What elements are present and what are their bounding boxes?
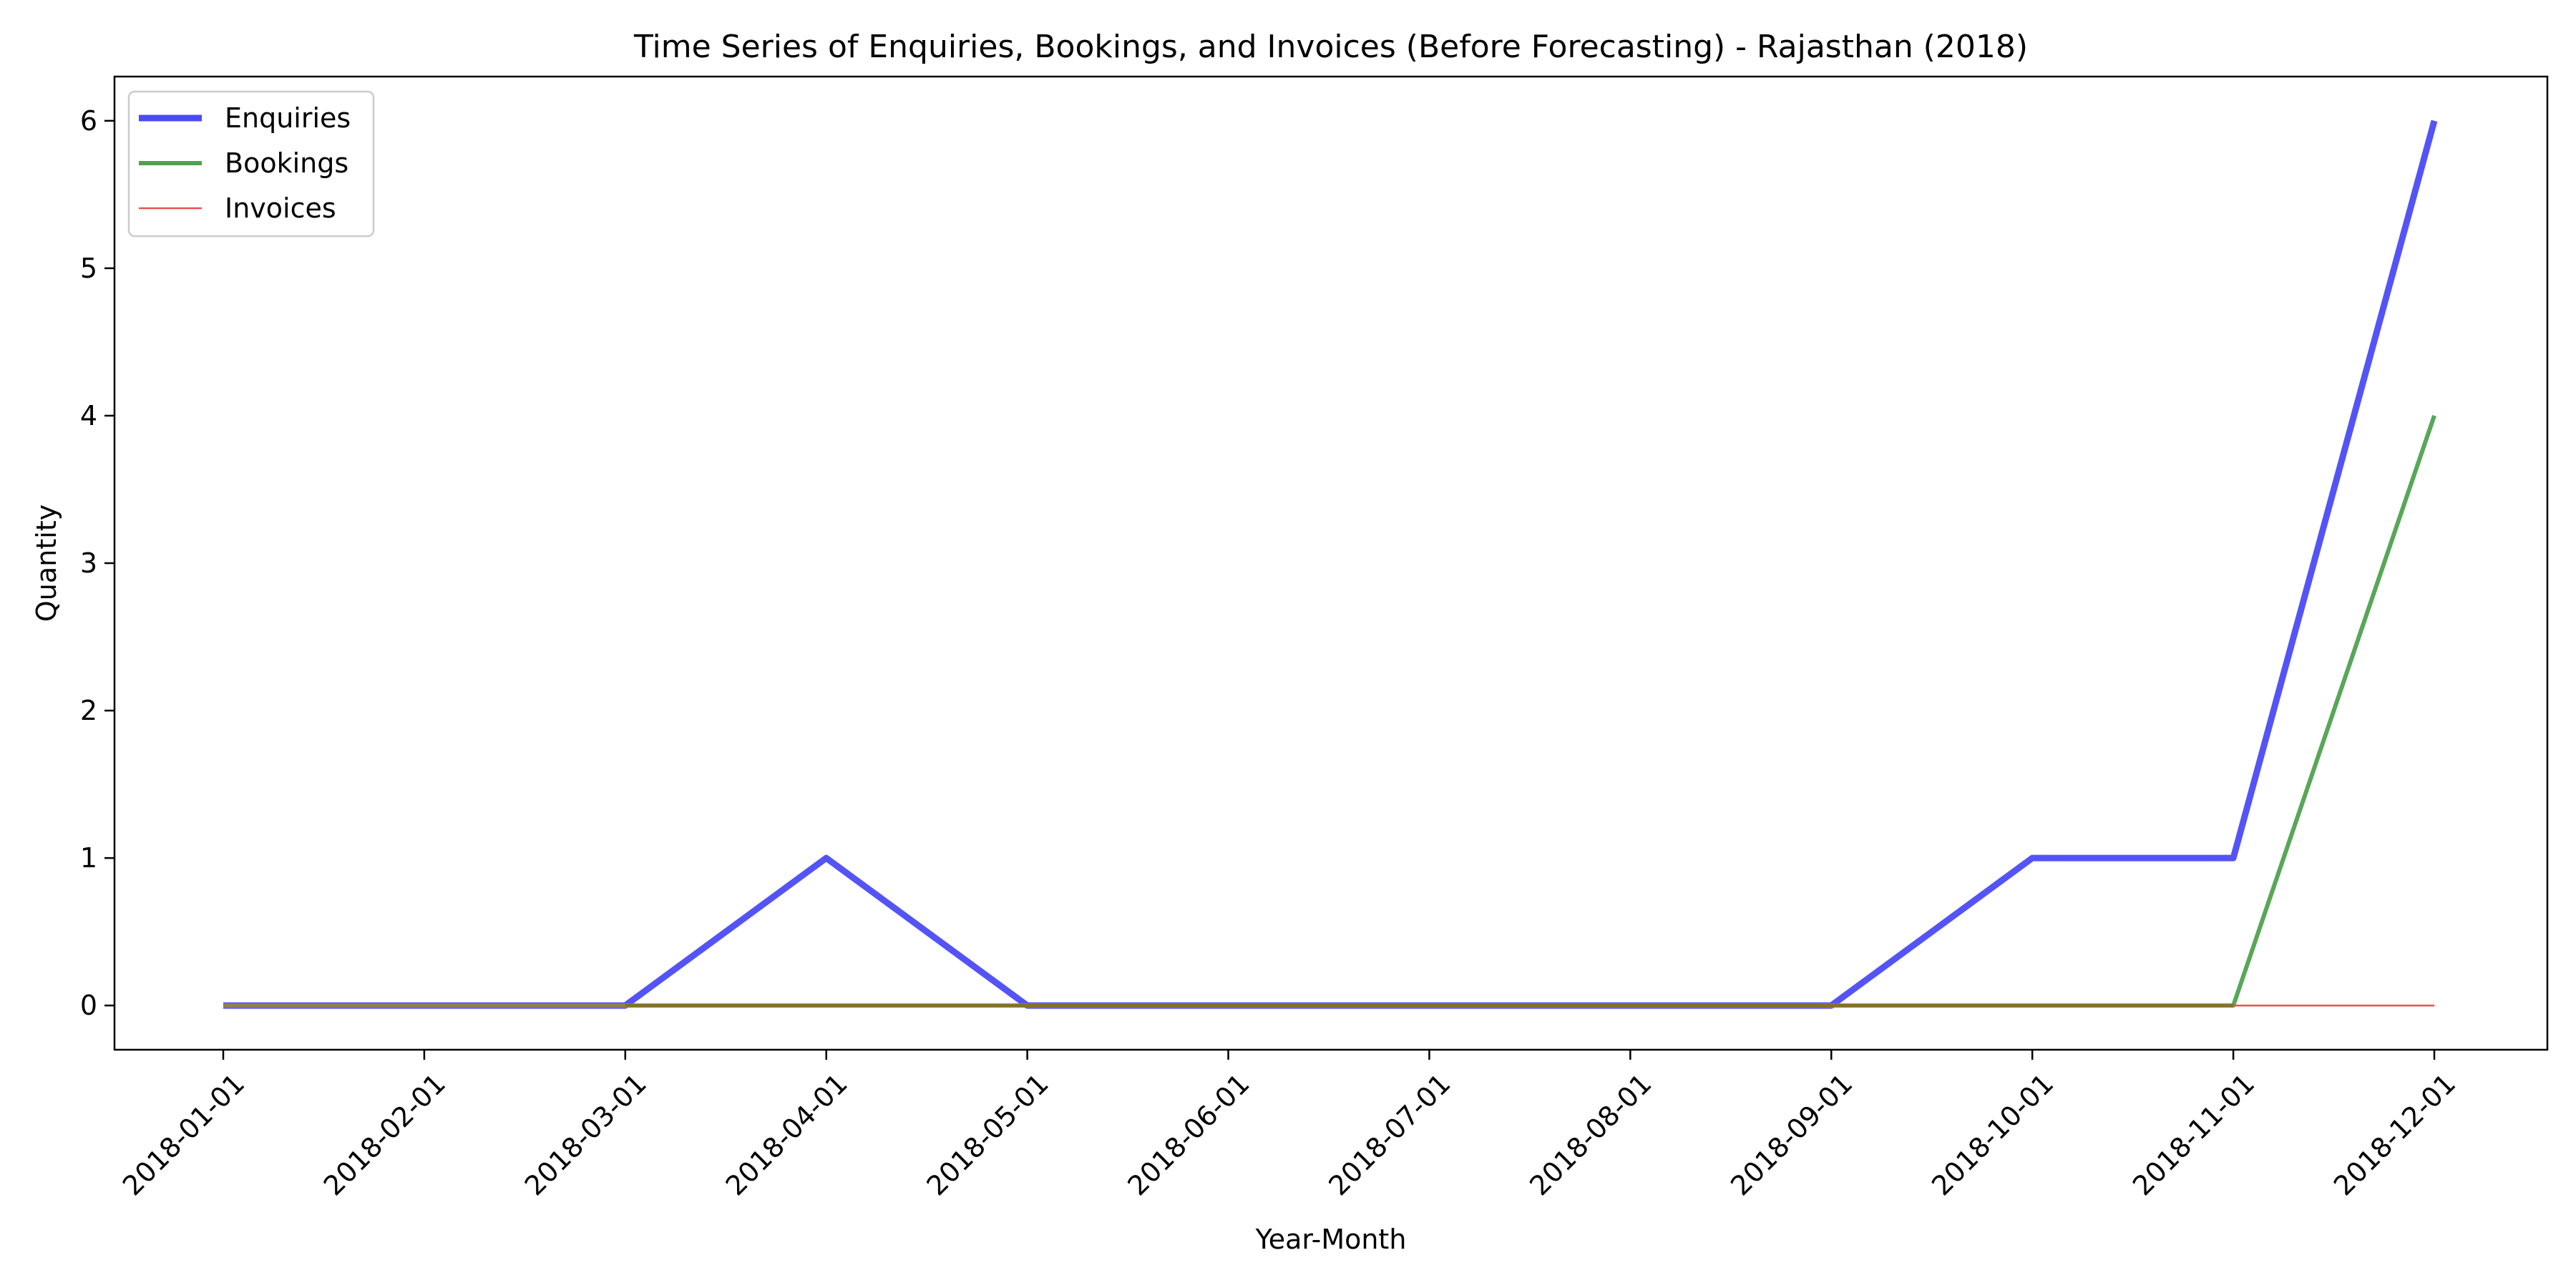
y-tick-label: 0	[80, 990, 97, 1021]
y-axis-label: Quantity	[31, 504, 62, 622]
y-tick-label: 1	[80, 842, 97, 874]
y-tick-label: 2	[80, 695, 97, 726]
plot-series	[223, 119, 2438, 1009]
legend-label-enquiries: Enquiries	[225, 102, 351, 134]
legend-label-bookings: Bookings	[225, 147, 348, 179]
y-tick-label: 3	[80, 547, 97, 579]
chart-title: Time Series of Enquiries, Bookings, and …	[633, 29, 2028, 65]
legend: Enquiries Bookings Invoices	[127, 90, 375, 238]
legend-box	[127, 90, 375, 238]
y-axis: 0 1 2 3 4 5 6	[80, 105, 114, 1021]
y-tick-label: 6	[80, 105, 97, 137]
x-axis-label: Year-Month	[1255, 1224, 1407, 1255]
y-tick-label: 4	[80, 400, 97, 431]
y-tick-label: 5	[80, 253, 97, 284]
legend-label-invoices: Invoices	[225, 192, 336, 224]
